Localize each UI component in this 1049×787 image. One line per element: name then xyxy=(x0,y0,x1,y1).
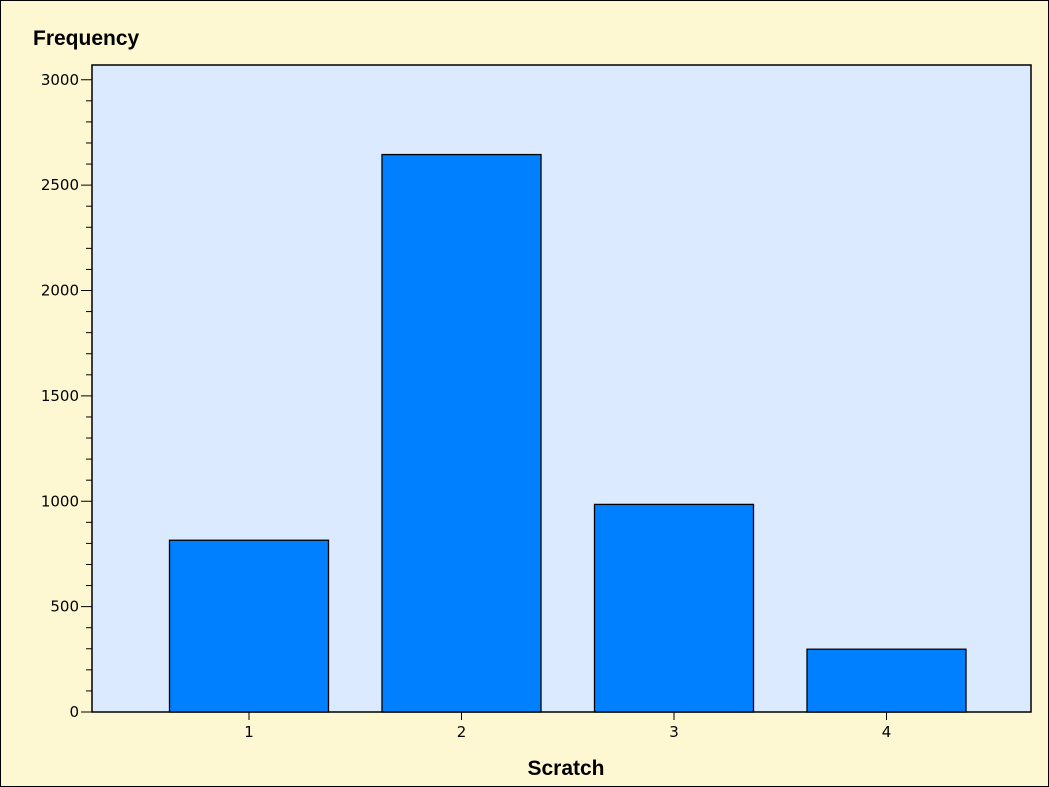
y-tick-label: 0 xyxy=(69,703,79,721)
bar-1 xyxy=(168,539,330,713)
x-axis-title: Scratch xyxy=(527,757,604,780)
y-tick-label: 2000 xyxy=(41,282,79,300)
y-tick-label: 2500 xyxy=(41,176,79,194)
y-tick-label: 3000 xyxy=(41,71,79,89)
bar-2 xyxy=(381,153,542,713)
y-axis-title: Frequency xyxy=(33,27,140,50)
y-axis: 0 500 1000 1500 2000 2500 3000 xyxy=(41,71,92,721)
x-axis: 1 2 3 4 xyxy=(244,712,891,741)
bar-4 xyxy=(806,648,967,713)
y-tick-label: 1000 xyxy=(41,492,79,510)
x-tick-label: 2 xyxy=(457,723,467,741)
x-tick-label: 3 xyxy=(669,723,679,741)
x-tick-label: 1 xyxy=(244,723,254,741)
bar-3 xyxy=(593,503,755,713)
y-tick-label: 1500 xyxy=(41,387,79,405)
x-tick-label: 4 xyxy=(882,723,892,741)
bars xyxy=(168,153,967,713)
y-tick-label: 500 xyxy=(50,598,79,616)
